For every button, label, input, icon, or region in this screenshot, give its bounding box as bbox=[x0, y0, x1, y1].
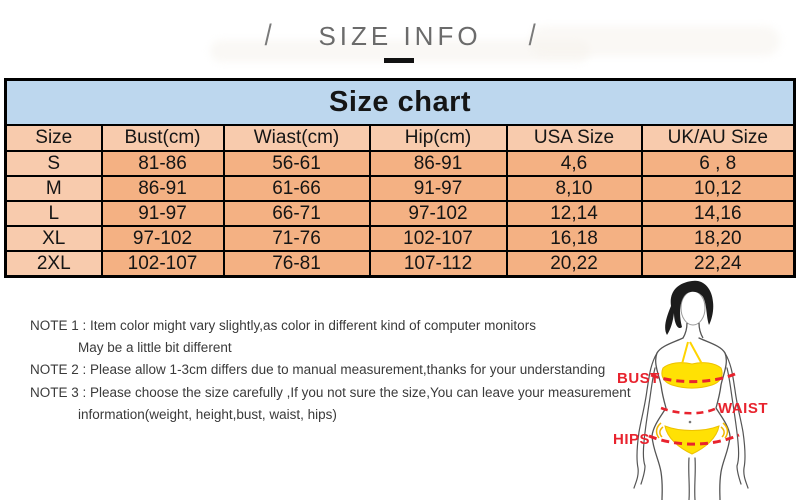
col-header-hip: Hip(cm) bbox=[368, 124, 508, 152]
cell-size: S bbox=[4, 150, 103, 177]
waist-label: WAIST bbox=[718, 400, 768, 417]
cell-size: M bbox=[4, 175, 103, 202]
bikini-straps bbox=[681, 341, 703, 365]
table-row-s: S 81-86 56-61 86-91 4,6 6 , 8 bbox=[4, 150, 796, 177]
cell-waist: 56-61 bbox=[222, 150, 371, 177]
size-chart-table: Size chart Size Bust(cm) Wiast(cm) Hip(c… bbox=[4, 78, 797, 278]
figure-torso-outline bbox=[651, 337, 731, 500]
col-header-usa: USA Size bbox=[505, 124, 643, 152]
cell-hip: 107-112 bbox=[368, 250, 508, 278]
col-header-waist: Wiast(cm) bbox=[222, 124, 371, 152]
figure-legs bbox=[688, 457, 696, 500]
figure-navel bbox=[688, 420, 692, 424]
table-row-2xl: 2XL 102-107 76-81 107-112 20,22 22,24 bbox=[4, 250, 796, 278]
col-header-size: Size bbox=[4, 124, 103, 152]
page-heading: / SIZE INFO / bbox=[0, 16, 800, 56]
cell-hip: 86-91 bbox=[368, 150, 508, 177]
cell-ukau: 22,24 bbox=[640, 250, 796, 278]
table-row-l: L 91-97 66-71 97-102 12,14 14,16 bbox=[4, 200, 796, 227]
bust-line bbox=[650, 372, 736, 384]
figure-arms bbox=[633, 352, 749, 489]
chart-title: Size chart bbox=[4, 78, 796, 126]
cell-size: 2XL bbox=[4, 250, 103, 278]
decorative-slash-right: / bbox=[528, 19, 536, 52]
bikini-side-ties bbox=[655, 422, 729, 439]
figure-hair bbox=[665, 280, 714, 335]
measurement-figure: BUST WAIST HIPS bbox=[595, 280, 800, 500]
hips-line bbox=[648, 433, 740, 446]
figure-neck bbox=[682, 322, 704, 339]
bikini-bottom bbox=[664, 425, 720, 455]
page-title: SIZE INFO bbox=[318, 20, 482, 51]
note-2: NOTE 2 : Please allow 1-3cm differs due … bbox=[30, 362, 606, 378]
notes-section: NOTE 1 : Item color might vary slightly,… bbox=[30, 315, 631, 426]
cell-bust: 91-97 bbox=[100, 200, 225, 227]
cell-ukau: 18,20 bbox=[640, 225, 796, 252]
cell-ukau: 10,12 bbox=[640, 175, 796, 202]
chart-header-row: Size Bust(cm) Wiast(cm) Hip(cm) USA Size… bbox=[4, 124, 796, 152]
cell-usa: 12,14 bbox=[505, 200, 643, 227]
cell-ukau: 14,16 bbox=[640, 200, 796, 227]
waist-line bbox=[660, 406, 718, 415]
cell-ukau: 6 , 8 bbox=[640, 150, 796, 177]
chart-title-row: Size chart bbox=[4, 78, 796, 126]
cell-size: XL bbox=[4, 225, 103, 252]
table-row-xl: XL 97-102 71-76 102-107 16,18 18,20 bbox=[4, 225, 796, 252]
background-smudge bbox=[530, 26, 780, 56]
cell-waist: 76-81 bbox=[222, 250, 371, 278]
cell-waist: 71-76 bbox=[222, 225, 371, 252]
body-measurement-illustration: BUST WAIST HIPS bbox=[613, 280, 768, 500]
cell-bust: 81-86 bbox=[100, 150, 225, 177]
cell-hip: 102-107 bbox=[368, 225, 508, 252]
cell-usa: 20,22 bbox=[505, 250, 643, 278]
heading-underline bbox=[384, 58, 414, 63]
note-1-line-1: NOTE 1 : Item color might vary slightly,… bbox=[30, 318, 536, 333]
hips-label: HIPS bbox=[613, 431, 650, 448]
bust-label: BUST bbox=[617, 370, 660, 387]
cell-hip: 97-102 bbox=[368, 200, 508, 227]
bikini-top bbox=[661, 362, 723, 389]
cell-size: L bbox=[4, 200, 103, 227]
table-row-m: M 86-91 61-66 91-97 8,10 10,12 bbox=[4, 175, 796, 202]
note-3-line-1: NOTE 3 : Please choose the size carefull… bbox=[30, 384, 631, 400]
cell-hip: 91-97 bbox=[368, 175, 508, 202]
cell-waist: 66-71 bbox=[222, 200, 371, 227]
figure-face bbox=[680, 290, 706, 326]
background-smudge bbox=[210, 40, 590, 62]
note-3-line-2: information(weight, height,bust, waist, … bbox=[78, 406, 337, 422]
cell-bust: 97-102 bbox=[100, 225, 225, 252]
cell-bust: 86-91 bbox=[100, 175, 225, 202]
cell-usa: 4,6 bbox=[505, 150, 643, 177]
cell-usa: 8,10 bbox=[505, 175, 643, 202]
decorative-slash-left: / bbox=[264, 19, 272, 52]
cell-waist: 61-66 bbox=[222, 175, 371, 202]
note-1-line-2: May be a little bit different bbox=[78, 340, 232, 356]
cell-usa: 16,18 bbox=[505, 225, 643, 252]
col-header-bust: Bust(cm) bbox=[100, 124, 225, 152]
cell-bust: 102-107 bbox=[100, 250, 225, 278]
col-header-ukau: UK/AU Size bbox=[640, 124, 796, 152]
